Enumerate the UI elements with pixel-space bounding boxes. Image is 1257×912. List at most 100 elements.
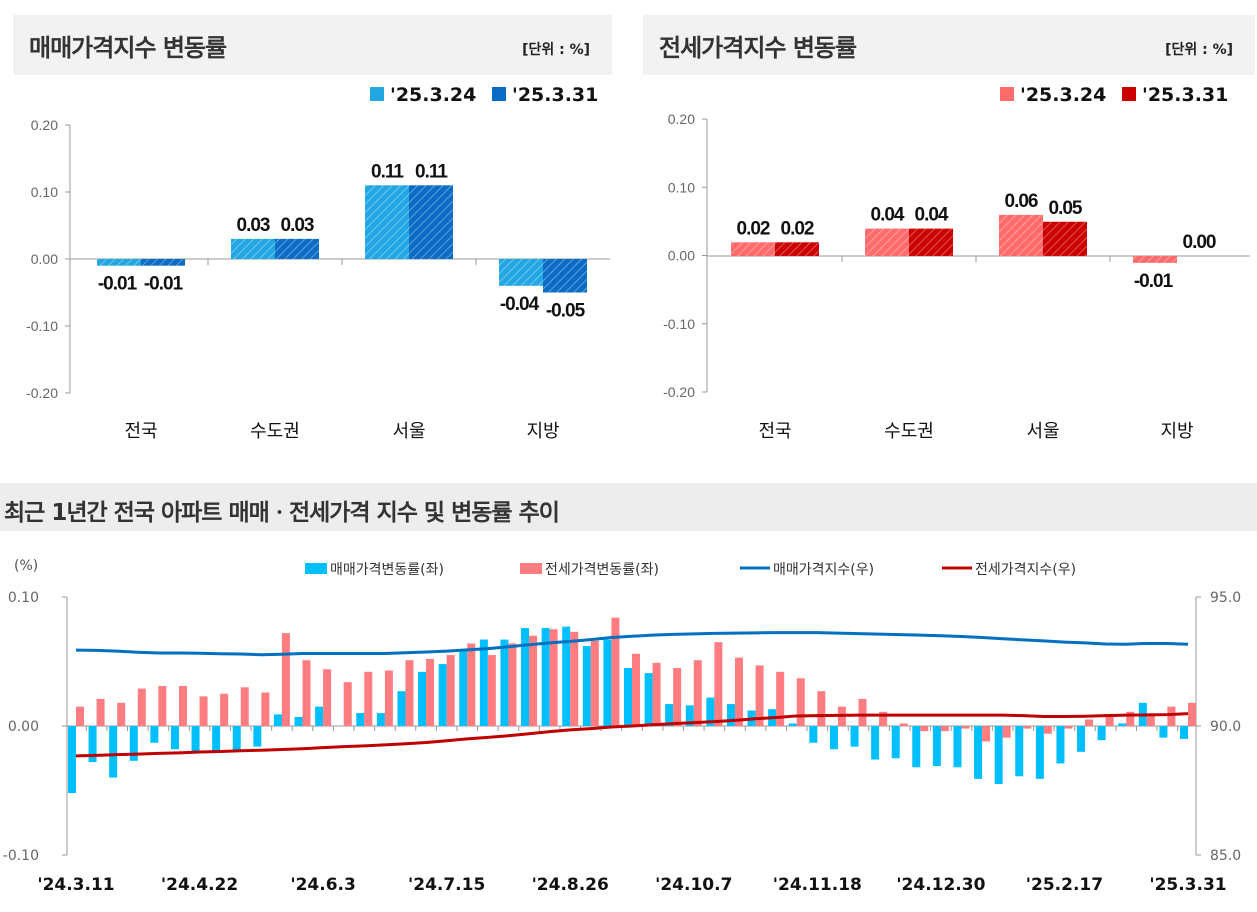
jeonse-rate-bar	[1105, 714, 1114, 726]
jeonse-rate-bar	[940, 726, 949, 732]
jeonse-index-line	[75, 712, 1189, 758]
jeonse-rate-bar	[1146, 714, 1155, 726]
jeonse-legend-label: '25.3.31	[1142, 84, 1228, 106]
jeonse-rate-bar	[96, 698, 105, 726]
sale-rate-bar	[212, 726, 221, 752]
jeonse-data-label: 0.05	[1049, 198, 1083, 219]
jeonse-y-tick-label: 0.00	[668, 248, 695, 264]
trend-panel-header: 최근 1년간 전국 아파트 매매ㆍ전세가격 지수 및 변동률 추이	[0, 483, 1257, 531]
sale-data-label: -0.04	[500, 294, 540, 315]
sale-rate-bar	[850, 726, 859, 747]
sale-bar-hatch	[499, 259, 543, 286]
sale-rate-bar	[665, 704, 674, 726]
trend-x-label: '24.11.18	[773, 875, 862, 895]
jeonse-rate-bar	[1002, 726, 1011, 738]
jeonse-rate-bar	[137, 688, 146, 726]
jeonse-rate-bar	[1167, 706, 1176, 726]
jeonse-rate-bar	[714, 642, 723, 726]
sale-rate-bar	[809, 726, 818, 743]
sale-y-tick-label: -0.20	[26, 385, 58, 401]
sale-panel-title: 매매가격지수 변동률	[29, 34, 227, 62]
sale-rate-bar	[644, 673, 653, 726]
jeonse-category-label: 전국	[758, 421, 791, 442]
jeonse-legend-label: '25.3.24	[1020, 84, 1106, 106]
jeonse-rate-bar	[611, 617, 620, 726]
trend-x-label: '24.10.7	[655, 875, 732, 895]
sale-rate-bar	[1015, 726, 1024, 777]
sale-data-label: -0.05	[546, 301, 586, 322]
jeonse-rate-bar	[364, 671, 373, 726]
jeonse-bar-hatch	[909, 228, 953, 256]
sale-rate-bar	[912, 726, 921, 768]
sale-rate-bar	[109, 726, 118, 778]
sale-rate-bar	[273, 714, 282, 726]
jeonse-rate-bar	[652, 662, 661, 726]
jeonse-data-label: 0.02	[781, 218, 814, 239]
trend-left-tick-label: -0.10	[3, 848, 39, 864]
jeonse-rate-bar	[405, 660, 414, 726]
trend-x-label: '24.6.3	[290, 875, 355, 895]
jeonse-rate-bar	[858, 698, 867, 726]
jeonse-panel-unit: [단위 : %]	[1165, 42, 1233, 58]
jeonse-y-tick-label: 0.20	[668, 111, 695, 127]
jeonse-y-tick-label: -0.10	[663, 316, 695, 332]
jeonse-bar-hatch	[865, 228, 909, 256]
jeonse-rate-bar	[426, 658, 435, 726]
sale-rate-bar	[397, 691, 406, 726]
sale-rate-bar	[726, 704, 735, 726]
jeonse-rate-bar	[446, 655, 455, 726]
sale-rate-bar	[418, 671, 427, 726]
sale-rate-bar	[459, 651, 468, 726]
sale-bar-hatch	[275, 238, 319, 259]
jeonse-rate-bar	[755, 665, 764, 726]
sale-rate-bar	[356, 713, 365, 726]
jeonse-rate-bar	[529, 635, 538, 726]
jeonse-bar-hatch	[1133, 256, 1177, 263]
trend-right-tick-label: 90.0	[1210, 719, 1241, 735]
jeonse-data-label: 0.04	[871, 205, 905, 226]
sale-rate-bar	[232, 726, 241, 752]
sale-bar-hatch	[409, 185, 453, 259]
trend-x-label: '24.8.26	[532, 875, 609, 895]
jeonse-rate-bar	[240, 687, 249, 726]
jeonse-rate-bar	[323, 669, 332, 726]
jeonse-data-label: 0.02	[737, 218, 770, 239]
jeonse-rate-bar	[467, 643, 476, 726]
sale-y-tick-label: -0.10	[26, 318, 58, 334]
jeonse-category-label: 서울	[1026, 421, 1059, 442]
sale-rate-bar	[685, 705, 694, 726]
trend-legend-swatch	[305, 563, 327, 574]
sale-rate-bar	[871, 726, 880, 760]
sale-rate-bar	[438, 664, 447, 726]
jeonse-rate-bar	[1126, 711, 1135, 726]
sale-data-label: -0.01	[144, 274, 184, 295]
sale-category-label: 서울	[392, 421, 425, 442]
sale-rate-bar	[150, 726, 159, 743]
jeonse-rate-bar	[796, 678, 805, 726]
jeonse-y-tick-label: 0.10	[668, 179, 695, 195]
jeonse-rate-bar	[158, 686, 167, 726]
trend-legend-label: 매매가격변동률(좌)	[330, 562, 444, 578]
jeonse-category-label: 지방	[1160, 421, 1193, 442]
sale-rate-bar	[953, 726, 962, 768]
trend-right-tick-label: 95.0	[1210, 590, 1241, 606]
sale-rate-bar	[541, 627, 550, 726]
trend-x-label: '24.4.22	[161, 875, 238, 895]
sale-data-label: 0.03	[281, 215, 314, 236]
trend-legend-swatch	[520, 563, 542, 574]
jeonse-legend-swatch	[1122, 87, 1136, 101]
sale-panel-header: 매매가격지수 변동률 [단위 : %]	[13, 15, 612, 75]
jeonse-rate-bar	[117, 702, 126, 726]
sale-rate-bar	[1180, 726, 1188, 739]
jeonse-rate-bar	[76, 706, 84, 726]
jeonse-y-tick-label: -0.20	[663, 384, 695, 400]
sale-category-label: 지방	[526, 421, 559, 442]
sale-category-label: 전국	[124, 421, 157, 442]
sale-rate-bar	[788, 723, 797, 726]
jeonse-rate-bar	[693, 660, 702, 726]
sale-data-label: 0.11	[415, 161, 448, 182]
jeonse-data-label: 0.00	[1183, 232, 1216, 253]
jeonse-rate-bar	[281, 633, 290, 726]
sale-bar-hatch	[365, 185, 409, 259]
jeonse-data-label: 0.06	[1005, 191, 1038, 212]
